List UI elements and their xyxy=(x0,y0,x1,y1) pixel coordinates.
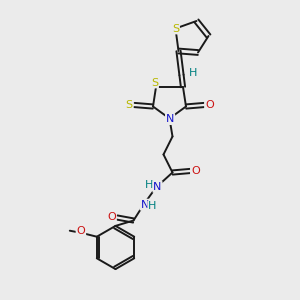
Text: N: N xyxy=(166,114,174,124)
Text: O: O xyxy=(205,100,214,110)
Text: S: S xyxy=(151,77,158,88)
Text: S: S xyxy=(172,23,179,34)
Text: S: S xyxy=(125,100,133,110)
Text: O: O xyxy=(107,212,116,223)
Text: H: H xyxy=(145,180,154,190)
Text: O: O xyxy=(191,166,200,176)
Text: O: O xyxy=(76,226,85,236)
Text: H: H xyxy=(189,68,197,79)
Text: N: N xyxy=(153,182,162,192)
Text: H: H xyxy=(148,201,157,212)
Text: N: N xyxy=(140,200,149,210)
